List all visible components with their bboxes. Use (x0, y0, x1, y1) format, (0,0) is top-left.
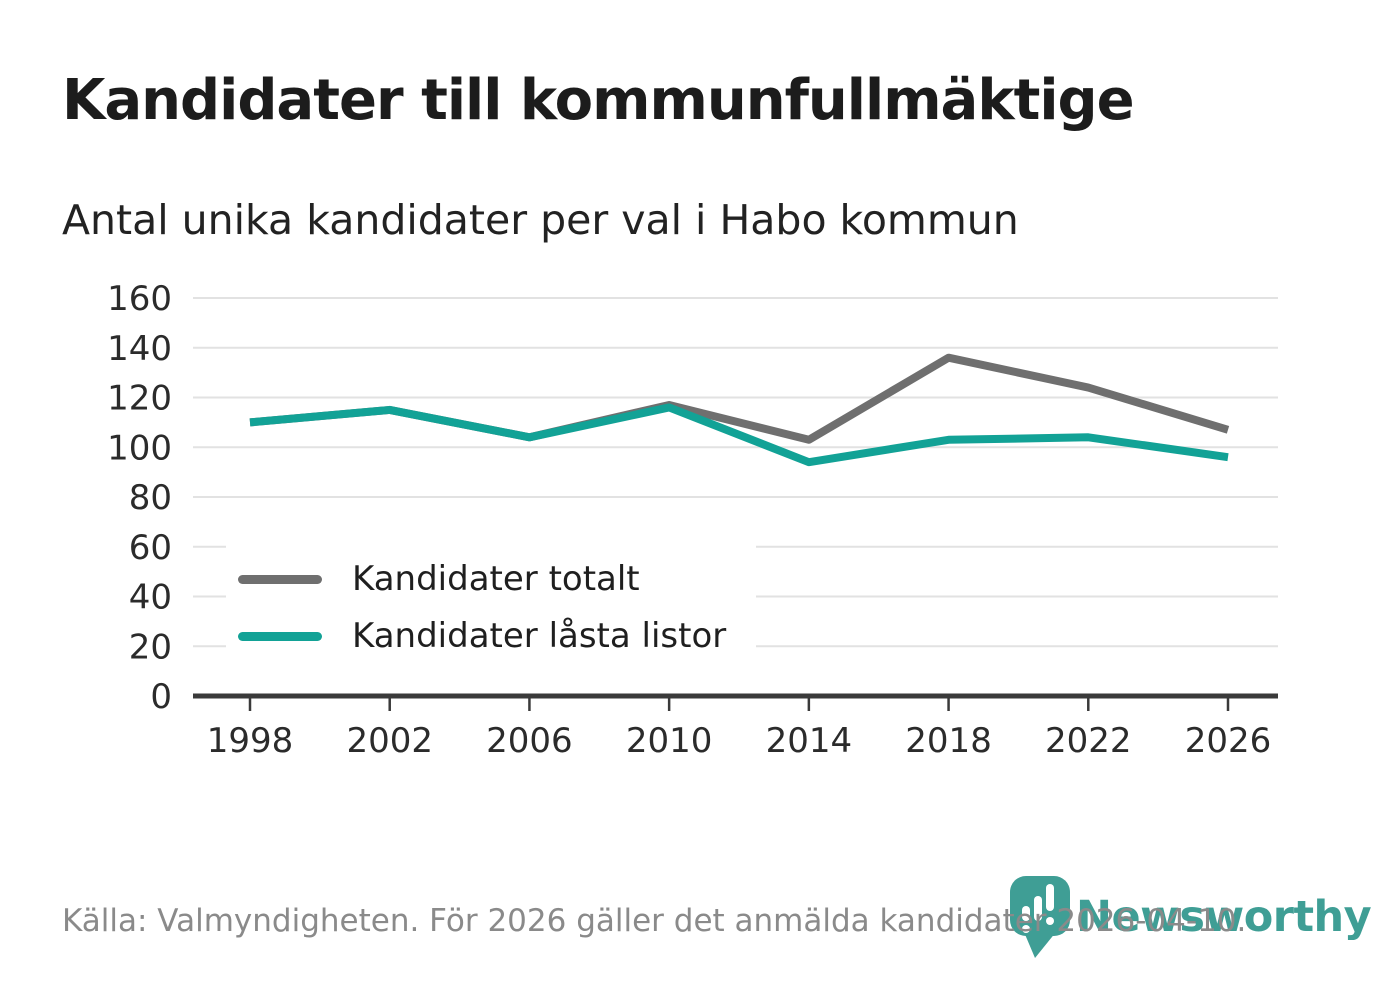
svg-text:2014: 2014 (766, 721, 853, 761)
svg-text:0: 0 (150, 677, 172, 717)
svg-text:2018: 2018 (905, 721, 992, 761)
svg-text:20: 20 (129, 627, 172, 667)
svg-text:40: 40 (129, 578, 172, 618)
svg-text:2026: 2026 (1185, 721, 1272, 761)
svg-text:140: 140 (107, 329, 172, 369)
legend-label: Kandidater totalt (352, 559, 640, 599)
svg-text:2006: 2006 (486, 721, 573, 761)
source-note: Källa: Valmyndigheten. För 2026 gäller d… (62, 903, 1247, 939)
svg-text:1998: 1998 (207, 721, 294, 761)
svg-text:160: 160 (107, 279, 172, 319)
svg-text:2010: 2010 (626, 721, 713, 761)
svg-text:120: 120 (107, 379, 172, 419)
legend-item-totalt: Kandidater totalt (238, 557, 726, 601)
svg-text:80: 80 (129, 478, 172, 518)
chart-subtitle: Antal unika kandidater per val i Habo ko… (62, 196, 1019, 244)
page-title: Kandidater till kommunfullmäktige (62, 68, 1135, 133)
svg-text:2022: 2022 (1045, 721, 1132, 761)
brand-name: Newsworthy (1076, 892, 1372, 942)
newsworthy-logo: Newsworthy (1008, 874, 1372, 964)
newsworthy-logo-icon (1010, 876, 1070, 958)
legend-item-lasta-listor: Kandidater låsta listor (238, 614, 726, 658)
chart-legend: Kandidater totalt Kandidater låsta listo… (226, 545, 757, 672)
svg-text:60: 60 (129, 528, 172, 568)
svg-text:100: 100 (107, 428, 172, 468)
legend-label: Kandidater låsta listor (352, 616, 727, 656)
legend-swatch-teal (238, 631, 322, 641)
svg-text:2002: 2002 (346, 721, 433, 761)
legend-swatch-gray (238, 574, 322, 584)
